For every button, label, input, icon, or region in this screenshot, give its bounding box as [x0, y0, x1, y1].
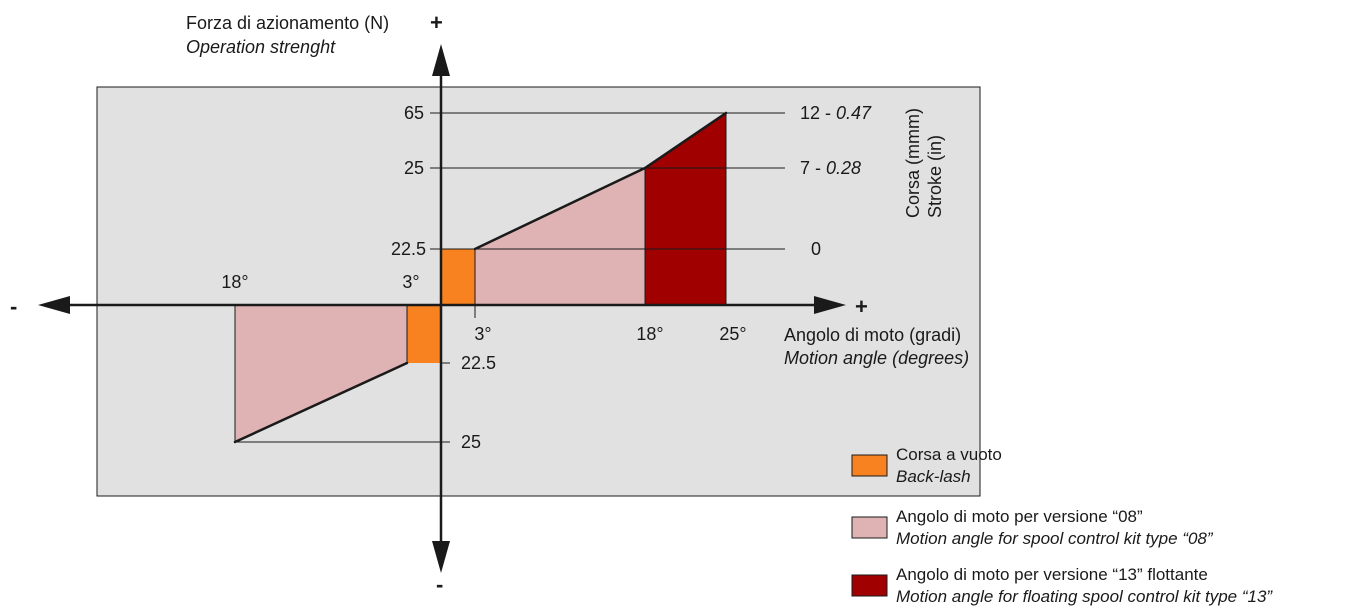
- legend-swatch-backlash: [851, 454, 888, 477]
- kit08-region-negative: [235, 305, 407, 442]
- y-axis-arrow-down: [432, 541, 450, 573]
- backlash-region-negative: [407, 305, 441, 363]
- force-label-65: 65: [404, 103, 424, 123]
- kit13-region: [645, 113, 726, 305]
- stroke-title: Corsa (mmm): [903, 108, 923, 218]
- x-axis-plus-sign: +: [855, 294, 868, 319]
- x-axis-minus-sign: -: [10, 294, 17, 319]
- y-axis-minus-sign: -: [436, 572, 443, 597]
- kit08-region-positive: [475, 168, 645, 305]
- x-axis-subtitle: Motion angle (degrees): [784, 348, 969, 368]
- legend-label-kit13: Angolo di moto per versione “13” flottan…: [896, 565, 1208, 584]
- y-axis-subtitle: Operation strenght: [186, 37, 336, 57]
- y-axis-title: Forza di azionamento (N): [186, 13, 389, 33]
- force-label-neg-22-5: 22.5: [461, 353, 496, 373]
- stroke-label-row-1: 12 - 0.47: [800, 103, 872, 123]
- x-axis-arrow-right: [814, 296, 846, 314]
- legend-swatch-kit13: [851, 574, 888, 597]
- angle-label-neg-18: 18°: [221, 272, 248, 292]
- legend-sublabel-backlash: Back-lash: [896, 467, 971, 486]
- stroke-label-row-2: 7 - 0.28: [800, 158, 861, 178]
- legend-sublabel-kit08: Motion angle for spool control kit type …: [896, 529, 1214, 548]
- force-label-25: 25: [404, 158, 424, 178]
- angle-label-18: 18°: [636, 324, 663, 344]
- backlash-region-positive: [441, 249, 475, 305]
- x-axis-arrow-left: [38, 296, 70, 314]
- x-axis-title: Angolo di moto (gradi): [784, 325, 961, 345]
- legend-swatch-kit08: [851, 516, 888, 539]
- angle-label-3: 3°: [474, 324, 491, 344]
- stroke-subtitle: Stroke (in): [925, 135, 945, 218]
- force-label-neg-25: 25: [461, 432, 481, 452]
- y-axis-arrow-up: [432, 44, 450, 76]
- force-curve-positive: [473, 111, 728, 251]
- legend-sublabel-kit13: Motion angle for floating spool control …: [896, 587, 1273, 606]
- angle-label-25: 25°: [719, 324, 746, 344]
- force-label-22-5: 22.5: [391, 239, 426, 259]
- legend-label-kit08: Angolo di moto per versione “08”: [896, 507, 1143, 526]
- force-curve-negative: [233, 361, 409, 444]
- legend-label-backlash: Corsa a vuoto: [896, 445, 1002, 464]
- angle-label-neg-3: 3°: [402, 272, 419, 292]
- legend: Corsa a vuoto Back-lash Angolo di moto p…: [851, 445, 1273, 606]
- y-axis-plus-sign: +: [430, 10, 443, 35]
- stroke-label-row-3: 0: [811, 239, 821, 259]
